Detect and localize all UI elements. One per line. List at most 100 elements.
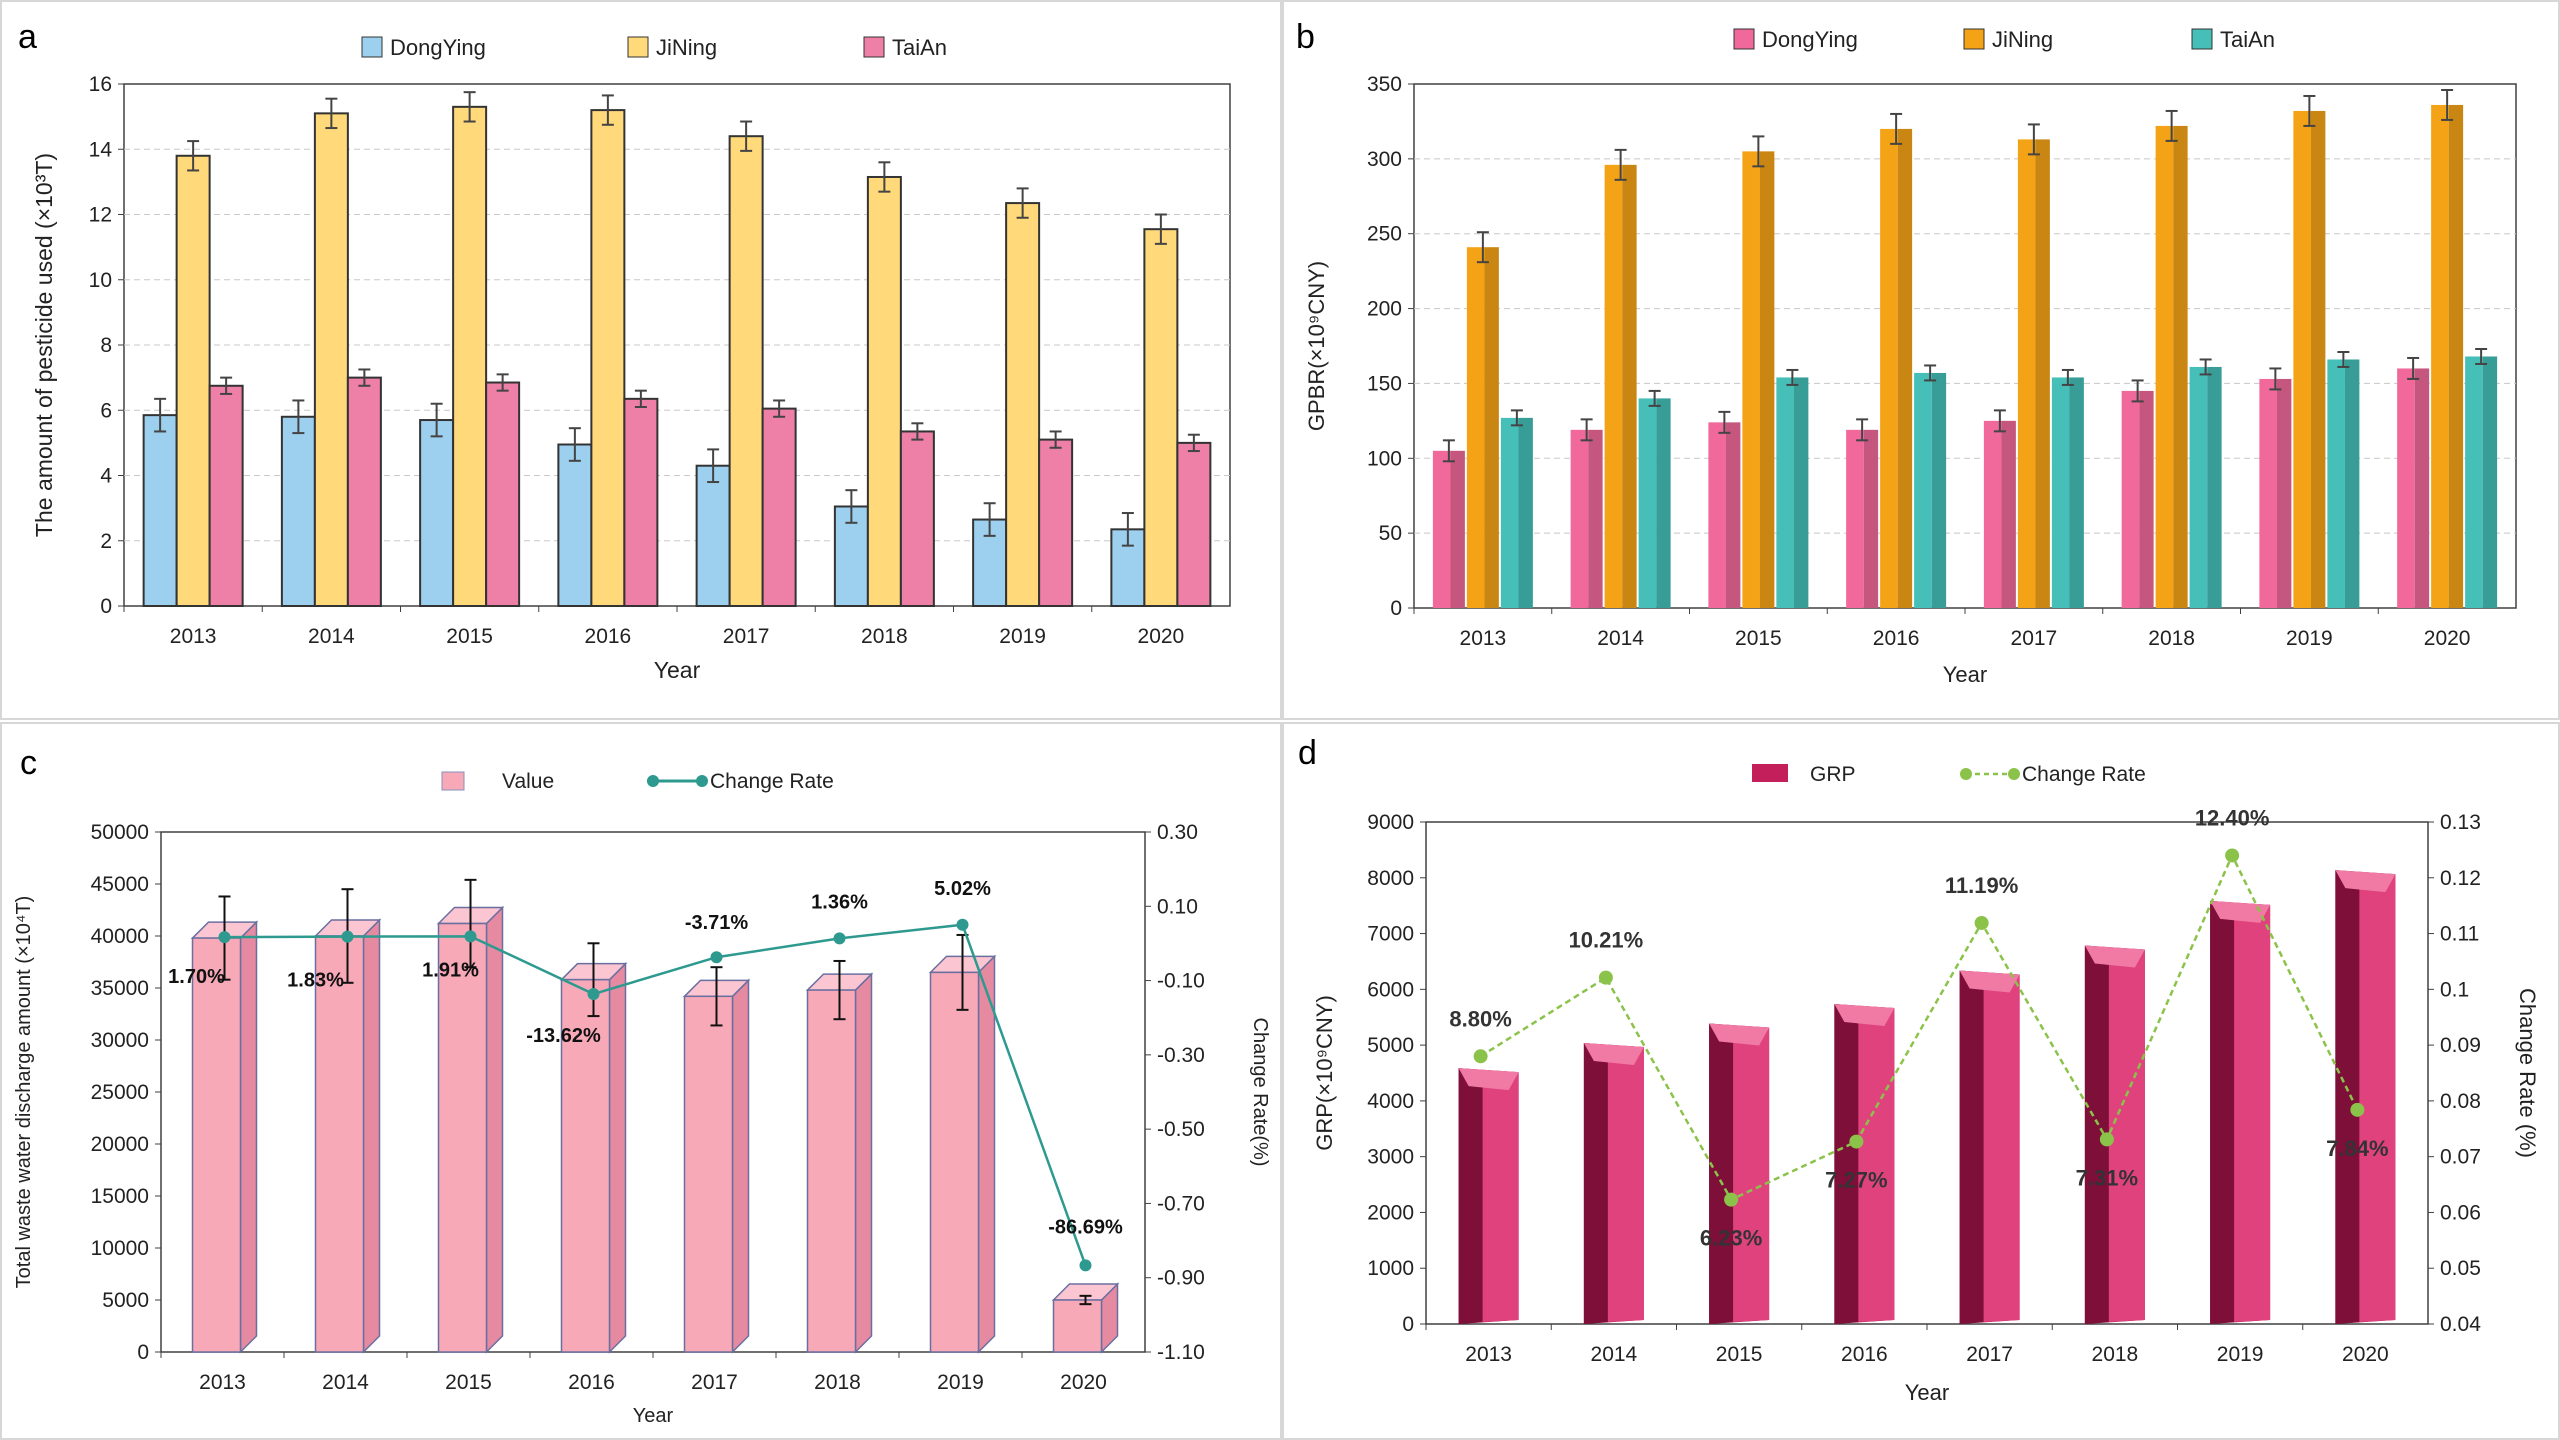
y-tick-label: 5000 — [102, 1289, 149, 1312]
bar-shade — [2482, 356, 2498, 608]
legend-label: Change Rate — [710, 770, 834, 793]
bar-top — [1959, 970, 2020, 993]
y2-tick-label: -0.10 — [1157, 970, 1205, 993]
y-tick-label: 50 — [1379, 522, 1402, 545]
x-tick-label: 2017 — [1966, 1343, 2013, 1366]
bar — [452, 105, 488, 608]
y2-tick-label: -1.10 — [1157, 1341, 1205, 1364]
bar-shade — [1622, 164, 1637, 609]
bar — [557, 443, 593, 607]
y2-tick-label: 0.12 — [2440, 867, 2481, 890]
bar — [142, 414, 178, 607]
bar — [1432, 450, 1451, 608]
bar — [2397, 368, 2415, 608]
x-tick-label: 2020 — [2342, 1343, 2389, 1366]
bar-shade — [2414, 368, 2430, 608]
panel-letter: c — [20, 744, 37, 782]
bar — [2017, 139, 2036, 608]
y2-tick-label: 0.09 — [2440, 1034, 2481, 1057]
legend-swatch — [1733, 28, 1755, 50]
bar-side — [239, 920, 258, 1354]
bar — [1742, 151, 1760, 608]
change-rate-line — [1479, 852, 2359, 1202]
bar-top — [2084, 945, 2145, 968]
change-rate-point — [1598, 970, 1613, 985]
legend-swatch — [1963, 28, 1985, 50]
y2-tick-label: 0.06 — [2440, 1201, 2481, 1224]
bar — [2259, 378, 2277, 608]
change-rate-point — [2225, 848, 2240, 863]
y-tick-label: 40000 — [91, 925, 149, 948]
change-rate-point — [218, 931, 231, 944]
bar — [560, 978, 611, 1353]
plot-area-border — [160, 831, 1146, 1353]
x-tick-label: 2014 — [1597, 627, 1644, 650]
y-tick-label: 6000 — [1367, 978, 1414, 1001]
x-tick-label: 2017 — [691, 1371, 738, 1394]
plot-area-border — [1425, 821, 2429, 1325]
bar — [761, 407, 797, 607]
y-tick-label: 16 — [89, 73, 112, 96]
bar — [1638, 398, 1657, 608]
legend-label: Value — [502, 770, 554, 793]
y-tick-label: 10000 — [91, 1237, 149, 1260]
bar-shade — [1959, 970, 1984, 1324]
legend-label: DongYing — [390, 35, 486, 60]
bar-shade — [1484, 247, 1499, 608]
y-tick-label: 30000 — [91, 1029, 149, 1052]
y-tick-label: 0 — [137, 1341, 149, 1364]
x-tick-label: 2013 — [199, 1371, 246, 1394]
bar — [1038, 438, 1074, 607]
y2-tick-label: -0.50 — [1157, 1118, 1205, 1141]
bar — [2189, 366, 2208, 608]
y2-tick-label: 0.08 — [2440, 1090, 2481, 1113]
x-tick-label: 2019 — [2286, 627, 2333, 650]
bar — [1983, 420, 2002, 608]
y-tick-label: 50000 — [91, 821, 149, 844]
bar-top — [1709, 1023, 1770, 1046]
x-tick-label: 2019 — [999, 625, 1046, 648]
bar-side — [731, 978, 750, 1354]
bar-top — [1583, 1043, 1644, 1066]
legend-swatch — [863, 36, 885, 58]
bar-shade — [2069, 377, 2084, 608]
bar — [1052, 1299, 1103, 1353]
bar-shade — [1458, 1068, 1483, 1324]
legend-swatch — [627, 36, 649, 58]
y-tick-label: 9000 — [1367, 811, 1414, 834]
x-tick-label: 2017 — [2011, 627, 2058, 650]
bar — [2431, 104, 2449, 609]
bar-shade — [2344, 359, 2360, 608]
y-axis-label: Total waste water discharge amount (×10⁴… — [13, 896, 35, 1289]
bar-shade — [1897, 128, 1913, 608]
bar — [191, 937, 242, 1353]
y-axis-label: GRP(×10⁹CNY) — [1312, 995, 1337, 1151]
y-tick-label: 20000 — [91, 1133, 149, 1156]
grp-chart-svg: d 0 1000 2000 3000 4000 5000 6000 7000 8000 9000 0.… — [1298, 734, 2540, 1405]
legend-label: DongYing — [1762, 27, 1858, 52]
legend-swatch — [2191, 28, 2213, 50]
y-tick-label: 100 — [1367, 447, 1402, 470]
x-axis-label: Year — [1905, 1380, 1949, 1405]
bar — [1143, 228, 1179, 607]
y2-tick-label: -0.90 — [1157, 1267, 1205, 1290]
data-label: 10.21% — [1569, 928, 1644, 953]
x-tick-label: 2017 — [723, 625, 770, 648]
y2-tick-label: -0.30 — [1157, 1044, 1205, 1067]
change-rate-point — [2350, 1102, 2365, 1117]
y-tick-label: 10 — [89, 269, 112, 292]
data-label: -13.62% — [526, 1025, 601, 1047]
bar-side — [854, 972, 873, 1354]
x-tick-label: 2014 — [308, 625, 355, 648]
bar-shade — [2173, 125, 2188, 609]
y2-tick-label: 0.30 — [1157, 821, 1198, 844]
bar — [485, 381, 521, 607]
gpbr-chart-svg: b 0 50 100 150 200 250 300 350 2013 2014 2015 2016 20… — [1296, 18, 2517, 687]
data-label: 1.91% — [422, 959, 479, 981]
y2-axis-label: Change Rate(%) — [1249, 1018, 1271, 1167]
bar-shade — [1863, 429, 1879, 608]
bar-face — [1858, 1006, 1895, 1322]
x-tick-label: 2018 — [814, 1371, 861, 1394]
panel-a-pesticide-chart: a 0 2 4 6 8 10 12 14 16 2013 2014 2015 2016 2017 2018 20… — [0, 0, 1282, 720]
data-label: 11.19% — [1945, 873, 2018, 898]
